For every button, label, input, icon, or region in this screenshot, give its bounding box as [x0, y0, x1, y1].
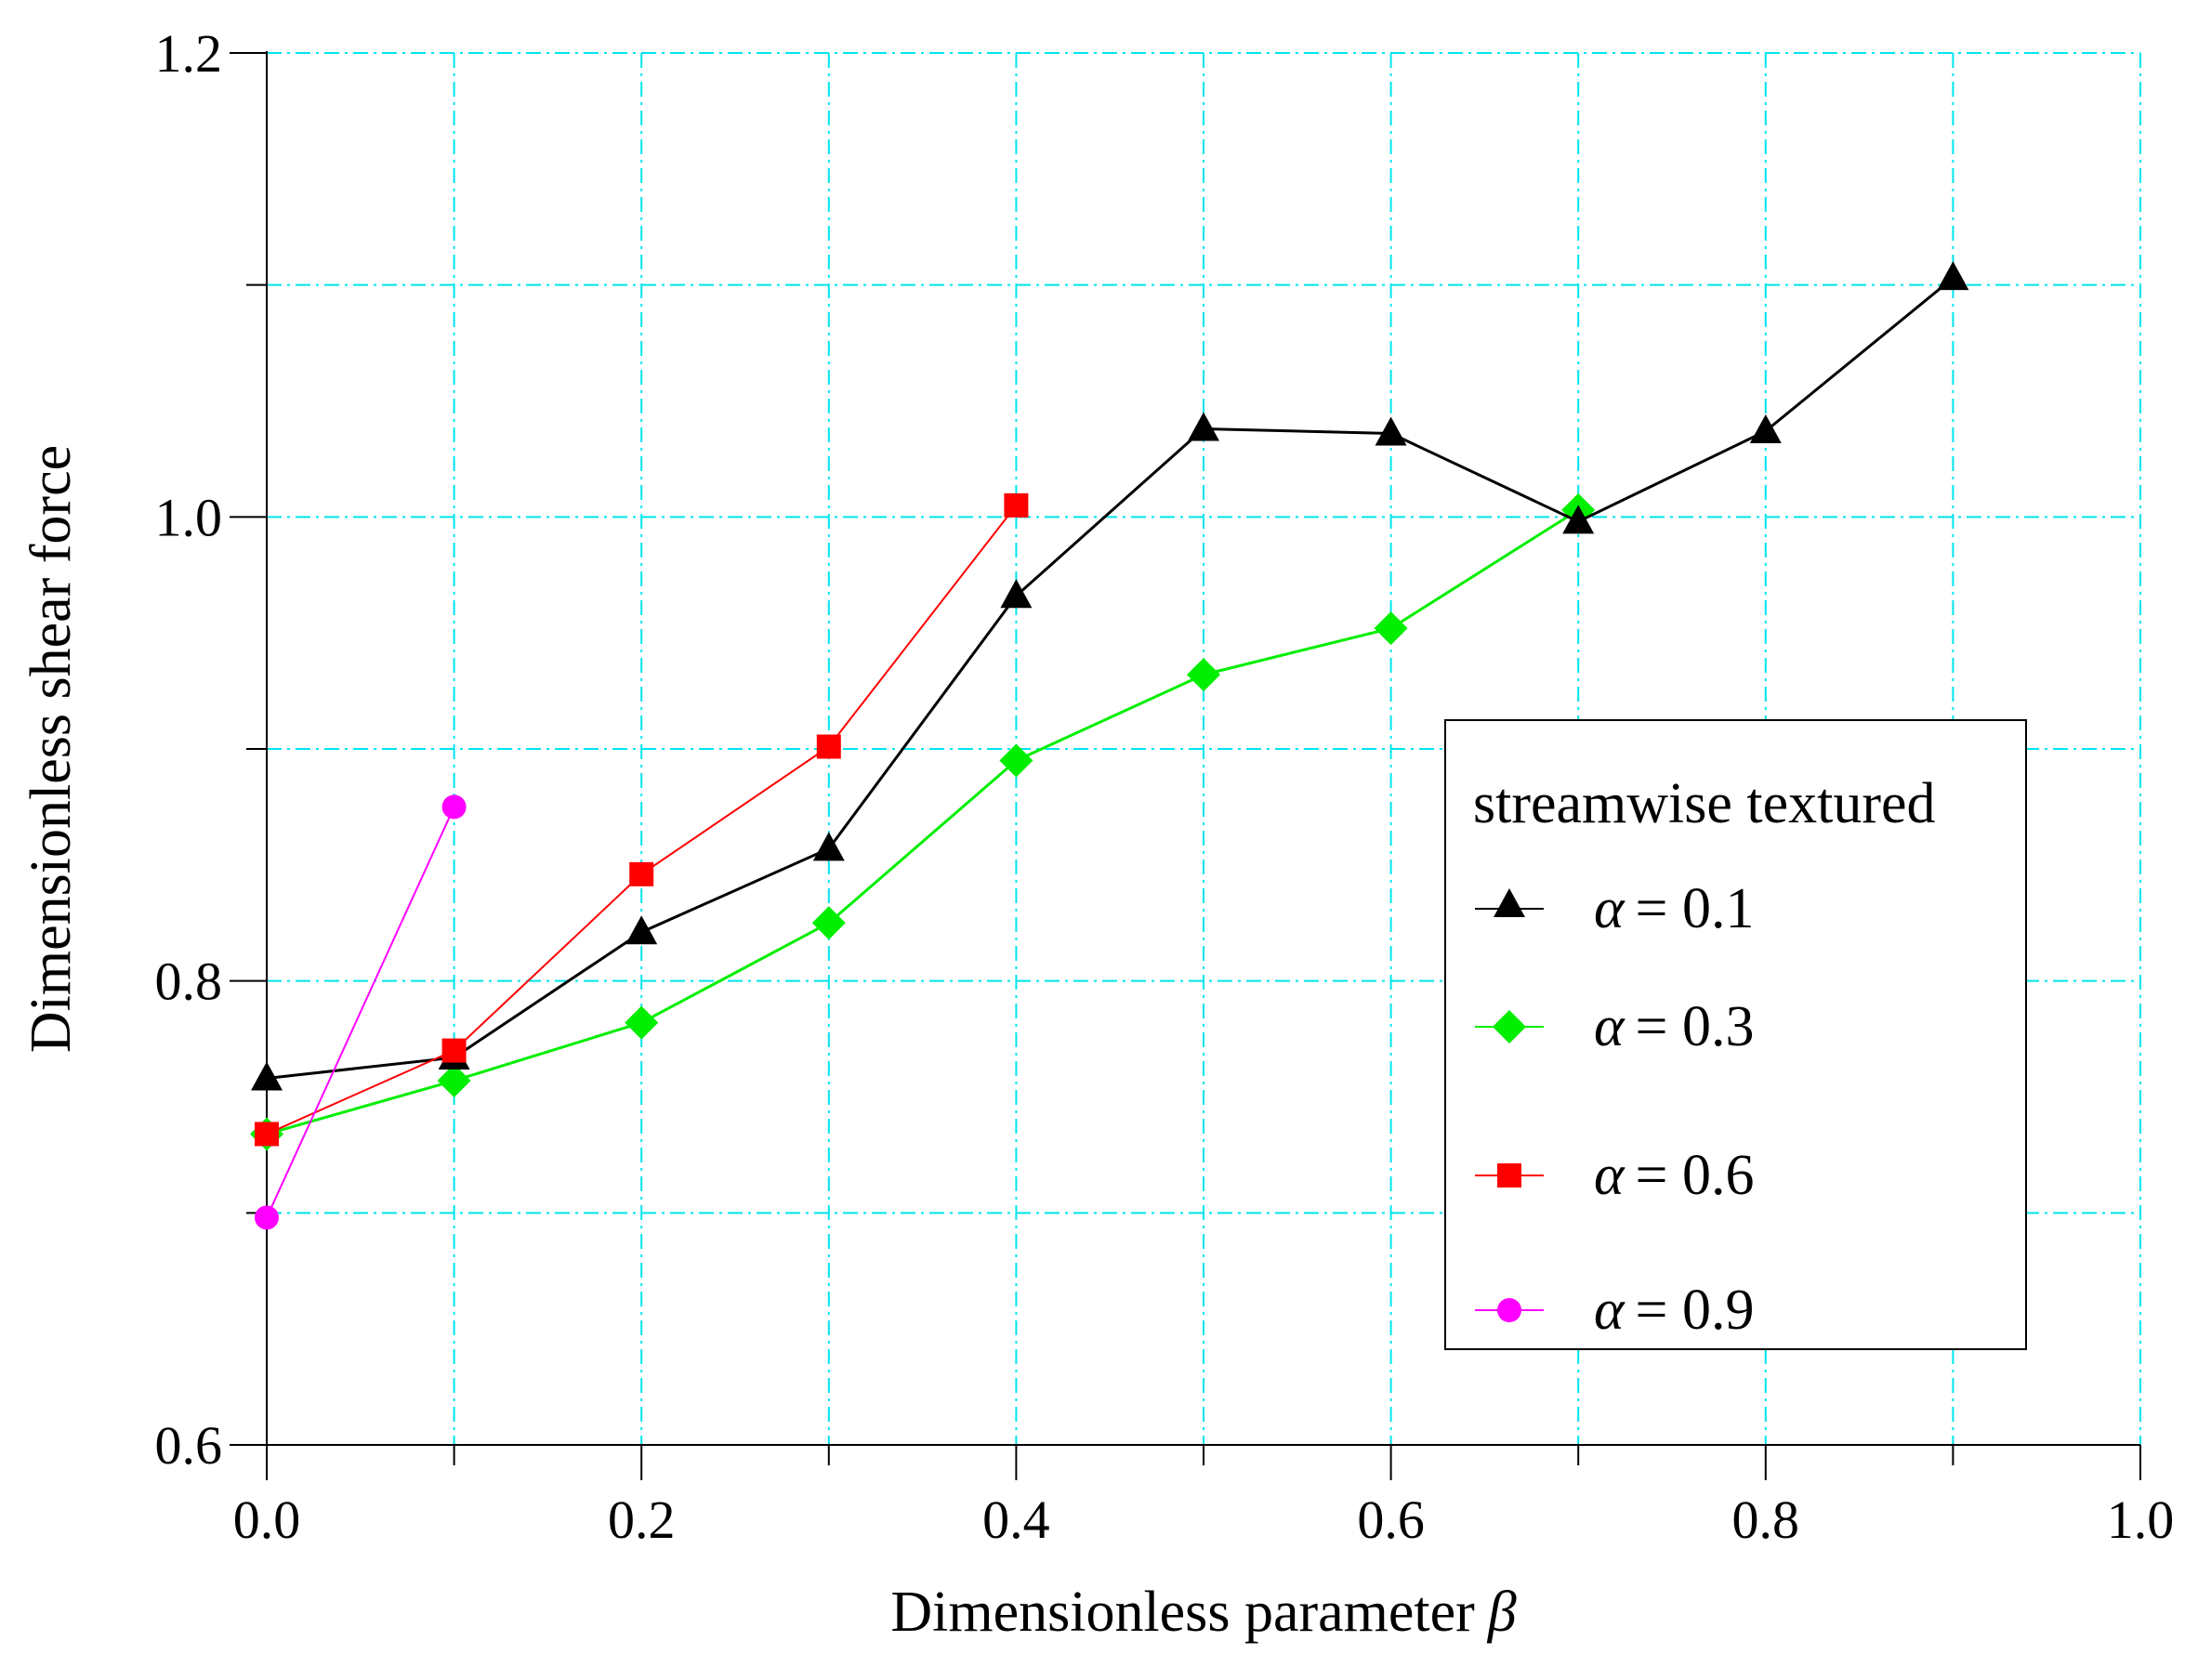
series-line [266, 508, 1580, 1135]
data-point [441, 794, 467, 820]
data-point [999, 743, 1033, 778]
legend-value: = 0.3 [1636, 995, 1755, 1058]
data-point [811, 906, 846, 940]
y-axis-label: Dimensionless shear force [20, 445, 83, 1053]
data-point [251, 1061, 283, 1091]
data-point [625, 915, 658, 945]
series-triangle [251, 261, 1969, 1091]
legend-value: = 0.6 [1636, 1144, 1755, 1207]
data-point [812, 832, 845, 861]
legend-symbol: α [1594, 995, 1625, 1058]
data-point [1749, 413, 1782, 443]
data-point [1375, 416, 1407, 446]
data-point [255, 1205, 279, 1230]
x-tick-label: 1.0 [2107, 1490, 2175, 1550]
y-tick-label: 1.0 [155, 487, 223, 547]
x-axis-label-symbol: β [1487, 1581, 1517, 1644]
x-tick-label: 0.6 [1357, 1490, 1425, 1550]
y-tick-label: 0.8 [155, 952, 223, 1012]
legend-label: α = 0.3 [1594, 995, 1755, 1058]
x-axis-label: Dimensionless parameter β [890, 1581, 1516, 1644]
data-point [816, 734, 841, 759]
legend-marker [1494, 888, 1525, 917]
series-square [255, 492, 1029, 1147]
series-layer [250, 261, 1969, 1230]
data-point [1937, 261, 1969, 291]
data-point [1374, 611, 1408, 646]
x-tick-label: 0.4 [982, 1490, 1050, 1550]
legend-entry: α = 0.6 [1475, 1144, 1755, 1207]
legend-value: = 0.1 [1636, 877, 1755, 940]
legend-title: streamwise textured [1473, 772, 1936, 835]
data-point [441, 1038, 467, 1063]
legend-marker [1497, 1163, 1521, 1188]
legend-entry: α = 0.1 [1475, 877, 1755, 940]
legend-symbol: α [1594, 1279, 1625, 1342]
series-circle [255, 794, 467, 1230]
legend-entry: α = 0.9 [1475, 1279, 1755, 1342]
legend-label: α = 0.9 [1594, 1279, 1755, 1342]
x-tick-label: 0.8 [1732, 1490, 1800, 1550]
series-line [266, 807, 455, 1218]
data-point [1187, 658, 1220, 692]
data-point [629, 861, 654, 886]
legend-box [1444, 719, 2027, 1350]
series-line [266, 277, 1955, 1081]
legend-symbol: α [1594, 1144, 1625, 1207]
data-point [1000, 579, 1033, 609]
x-tick-label: 0.2 [608, 1490, 676, 1550]
x-tick-label: 0.0 [233, 1490, 301, 1550]
legend-value: = 0.9 [1636, 1279, 1755, 1342]
x-axis-label-text: Dimensionless parameter [890, 1581, 1475, 1644]
legend-marker [1493, 1010, 1526, 1043]
legend-label: α = 0.1 [1594, 877, 1755, 940]
data-point [625, 1005, 659, 1040]
data-point [1188, 412, 1219, 441]
legend-entry: α = 0.3 [1475, 995, 1755, 1058]
y-tick-label: 1.2 [155, 23, 223, 84]
data-point [1004, 492, 1029, 518]
y-tick-label: 0.6 [155, 1415, 223, 1476]
legend-marker [1497, 1298, 1521, 1322]
data-point [1562, 505, 1595, 534]
legend-symbol: α [1594, 877, 1625, 940]
data-point [437, 1064, 471, 1098]
axes: 0.6 0.8 1.0 1.2 0.0 0.2 0.4 0.6 0.8 1.0 Dimensionl… [20, 23, 2174, 1644]
legend-label: α = 0.6 [1594, 1144, 1755, 1207]
data-point [255, 1122, 279, 1147]
